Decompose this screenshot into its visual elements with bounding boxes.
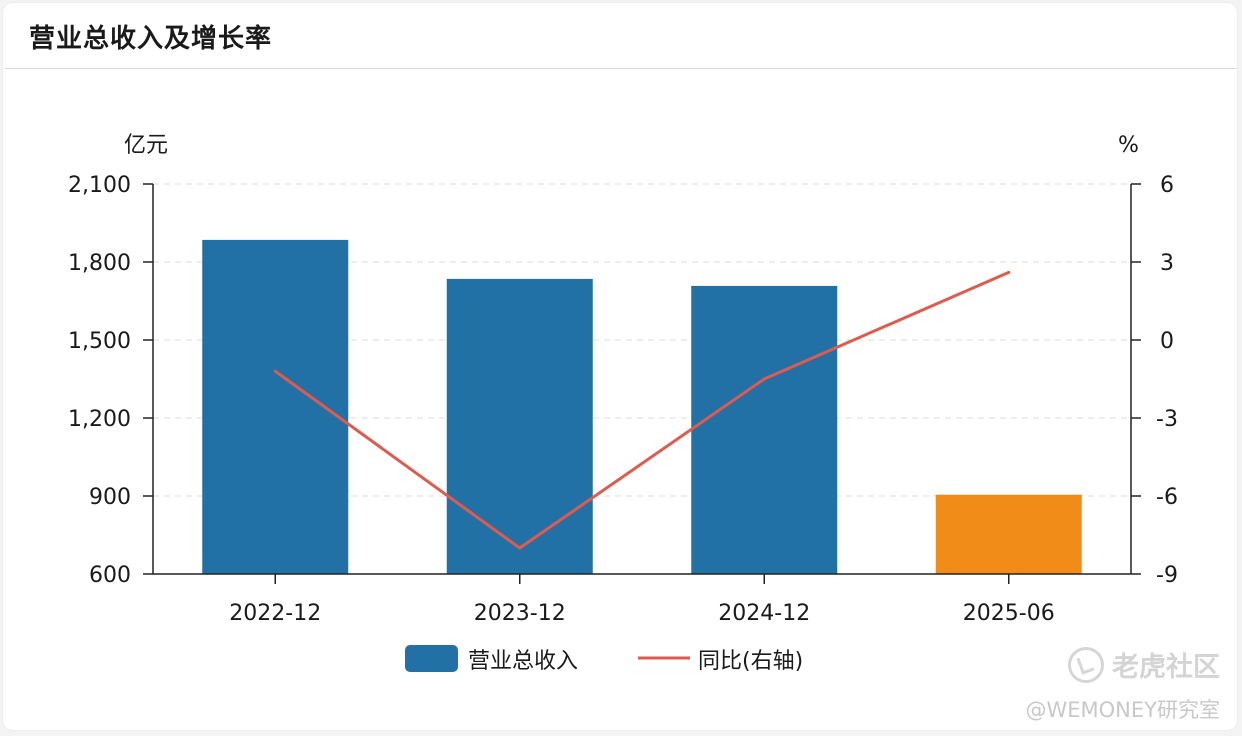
legend: 营业总收入 同比(右轴) [405,645,803,674]
left-axis-tick-label: 1,500 [68,329,131,354]
left-axis-tick-label: 1,200 [68,407,131,432]
right-axis-tick-label: 0 [1160,329,1174,354]
yoy-growth-point [518,546,522,550]
right-axis-tick-label: 3 [1160,251,1174,276]
tiger-community-icon [1068,646,1104,683]
bar-series [202,239,1082,574]
x-axis-tick-label: 2022-12 [229,601,321,626]
watermark-handle: @WEMONEY研究室 [1025,698,1221,722]
chart-title: 营业总收入及增长率 [29,24,273,54]
yoy-growth-point [762,377,766,381]
right-axis-unit: % [1118,133,1139,158]
right-axis-tick-label: -6 [1156,485,1178,510]
right-axis-tick-label: 6 [1160,173,1174,198]
x-axis-tick-label: 2024-12 [718,601,810,626]
x-axis-tick-label: 2023-12 [474,601,566,626]
watermark-brand-text: 老虎社区 [1112,652,1220,683]
revenue-bar [935,494,1082,574]
axes [152,184,1132,575]
x-axis-tick-label: 2025-06 [963,601,1055,626]
revenue-bar [691,285,838,574]
line-series [273,270,1011,550]
revenue-bar [446,278,593,574]
legend-line-label: 同比(右轴) [698,649,803,674]
yoy-growth-line [274,271,1010,550]
legend-bar-swatch [405,645,458,672]
right-axis-tick-label: -9 [1156,563,1178,588]
left-axis-tick-label: 900 [89,485,131,510]
yoy-growth-point [273,369,277,373]
title-divider [5,68,1237,69]
yoy-growth-point [1007,270,1011,274]
axis-labels: 600 900 1,200 1,500 1,800 2,100 -9 -6 -3 0 3 6 2022-… [68,173,1178,626]
left-axis-tick-label: 2,100 [68,173,131,198]
left-axis-tick-label: 1,800 [68,251,131,276]
left-axis-tick-label: 600 [89,563,131,588]
left-axis-unit: 亿元 [124,133,168,158]
watermark-brand: 老虎社区 [1068,645,1220,684]
legend-bar-label: 营业总收入 [468,649,578,674]
right-axis-tick-label: -3 [1156,407,1178,432]
